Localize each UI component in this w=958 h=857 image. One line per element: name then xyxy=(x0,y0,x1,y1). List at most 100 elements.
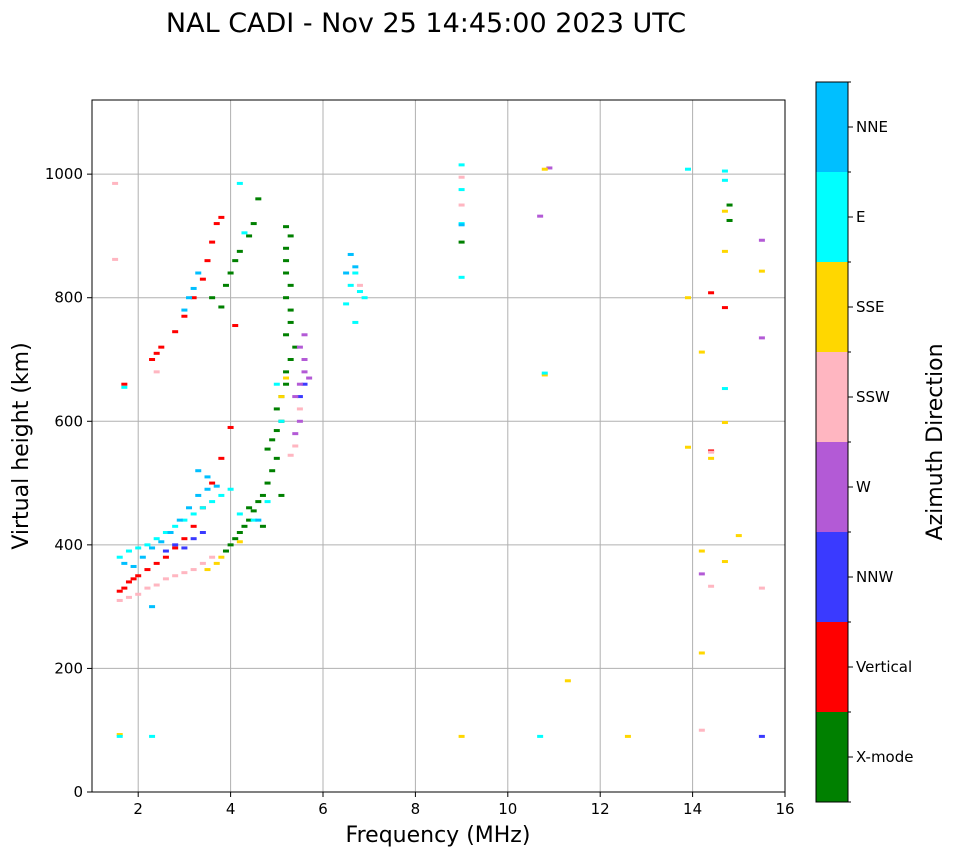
data-point-w xyxy=(301,358,308,361)
data-point-ssw xyxy=(153,583,160,587)
data-point-ssw xyxy=(153,370,160,374)
data-point-x-mode xyxy=(283,271,290,275)
x-axis-label: Frequency (MHz) xyxy=(346,823,531,848)
data-point-vertical xyxy=(232,324,239,328)
data-point-vertical xyxy=(121,586,128,590)
data-point-w xyxy=(296,419,303,423)
colorbar-segment-ssw xyxy=(816,352,848,442)
data-point-ssw xyxy=(296,407,303,411)
data-point-ssw xyxy=(112,181,119,185)
data-point-sse xyxy=(458,734,465,738)
data-point-sse xyxy=(698,350,705,354)
data-point-sse xyxy=(684,296,691,300)
y-tick-label: 0 xyxy=(73,783,83,801)
y-tick-label: 600 xyxy=(54,412,83,430)
data-point-nne xyxy=(130,564,137,568)
data-point-x-mode xyxy=(283,370,290,374)
data-point-x-mode xyxy=(283,296,290,300)
data-point-sse xyxy=(213,561,220,565)
y-tick-label: 1000 xyxy=(45,165,83,183)
data-point-nne xyxy=(195,493,202,497)
data-point-e xyxy=(361,296,368,300)
data-point-x-mode xyxy=(246,506,253,510)
data-point-x-mode xyxy=(241,524,248,528)
colorbar-tick-label: SSE xyxy=(856,298,885,316)
colorbar-frame xyxy=(815,81,849,803)
data-point-x-mode xyxy=(218,305,225,309)
data-point-x-mode xyxy=(264,481,271,485)
data-point-nne xyxy=(121,561,128,565)
data-point-e xyxy=(721,169,728,173)
data-point-ssw xyxy=(287,453,294,457)
data-point-vertical xyxy=(209,240,216,244)
data-point-e xyxy=(227,487,234,491)
data-point-w xyxy=(292,432,299,436)
data-point-e xyxy=(236,512,243,516)
data-point-x-mode xyxy=(259,524,266,528)
data-point-ssw xyxy=(698,728,705,732)
data-point-e xyxy=(684,167,691,171)
data-point-nnw xyxy=(172,543,179,547)
colorbar-tick-label: SSW xyxy=(856,388,890,406)
data-point-vertical xyxy=(199,277,206,281)
data-point-nne xyxy=(255,518,262,522)
data-point-nne xyxy=(195,469,202,473)
y-axis-label: Virtual height (km) xyxy=(9,342,34,549)
data-point-nne xyxy=(167,531,174,534)
data-point-e xyxy=(458,163,465,167)
colorbar: X-mode Vertical NNW W SSW SSE E NNE xyxy=(815,81,913,803)
data-point-sse xyxy=(541,373,548,377)
data-point-nnw xyxy=(301,382,308,386)
data-point-x-mode xyxy=(255,197,262,201)
data-point-vertical xyxy=(218,215,225,219)
x-tick-label: 12 xyxy=(591,800,610,818)
data-point-e xyxy=(190,512,197,516)
data-point-sse xyxy=(116,733,123,737)
data-point-e xyxy=(162,531,169,534)
data-point-x-mode xyxy=(236,249,243,253)
data-point-ssw xyxy=(708,450,715,454)
data-point-x-mode xyxy=(222,283,229,287)
data-point-sse xyxy=(624,734,631,738)
data-point-x-mode xyxy=(222,549,229,553)
x-tick-label: 10 xyxy=(498,800,517,818)
data-point-nnw xyxy=(181,546,188,550)
data-point-vertical xyxy=(218,456,225,460)
data-point-vertical xyxy=(125,580,132,584)
data-point-x-mode xyxy=(269,438,276,442)
colorbar-segment-nnw xyxy=(816,532,848,622)
data-point-e xyxy=(144,543,151,547)
data-point-e xyxy=(121,385,128,389)
data-point-x-mode xyxy=(278,493,285,497)
data-point-x-mode xyxy=(726,218,733,222)
data-point-sse xyxy=(721,249,728,253)
data-point-sse xyxy=(698,549,705,553)
data-point-sse xyxy=(236,540,243,544)
data-point-x-mode xyxy=(726,203,733,207)
data-point-nne xyxy=(347,252,354,256)
data-point-nne xyxy=(176,518,183,522)
data-point-vertical xyxy=(181,537,188,541)
data-point-vertical xyxy=(135,574,142,578)
y-tick-label: 400 xyxy=(54,536,83,554)
data-point-x-mode xyxy=(273,456,280,460)
data-point-nne xyxy=(204,475,211,479)
colorbar-tick-label: Vertical xyxy=(856,658,912,676)
plot-frame xyxy=(91,99,786,793)
data-point-sse xyxy=(721,209,728,213)
data-point-x-mode xyxy=(287,308,294,312)
data-point-vertical xyxy=(213,222,220,226)
data-point-nne xyxy=(343,271,350,275)
data-point-w xyxy=(301,370,308,374)
data-point-e xyxy=(541,371,548,375)
data-point-e xyxy=(356,290,363,294)
data-point-nne xyxy=(181,308,188,312)
data-point-x-mode xyxy=(287,283,294,287)
data-point-nne xyxy=(204,487,211,491)
data-point-sse xyxy=(684,445,691,449)
data-point-vertical xyxy=(190,524,197,528)
data-point-nne xyxy=(190,286,197,290)
data-point-ssw xyxy=(292,444,299,448)
data-point-ssw xyxy=(181,571,188,575)
x-tick-label: 14 xyxy=(683,800,702,818)
